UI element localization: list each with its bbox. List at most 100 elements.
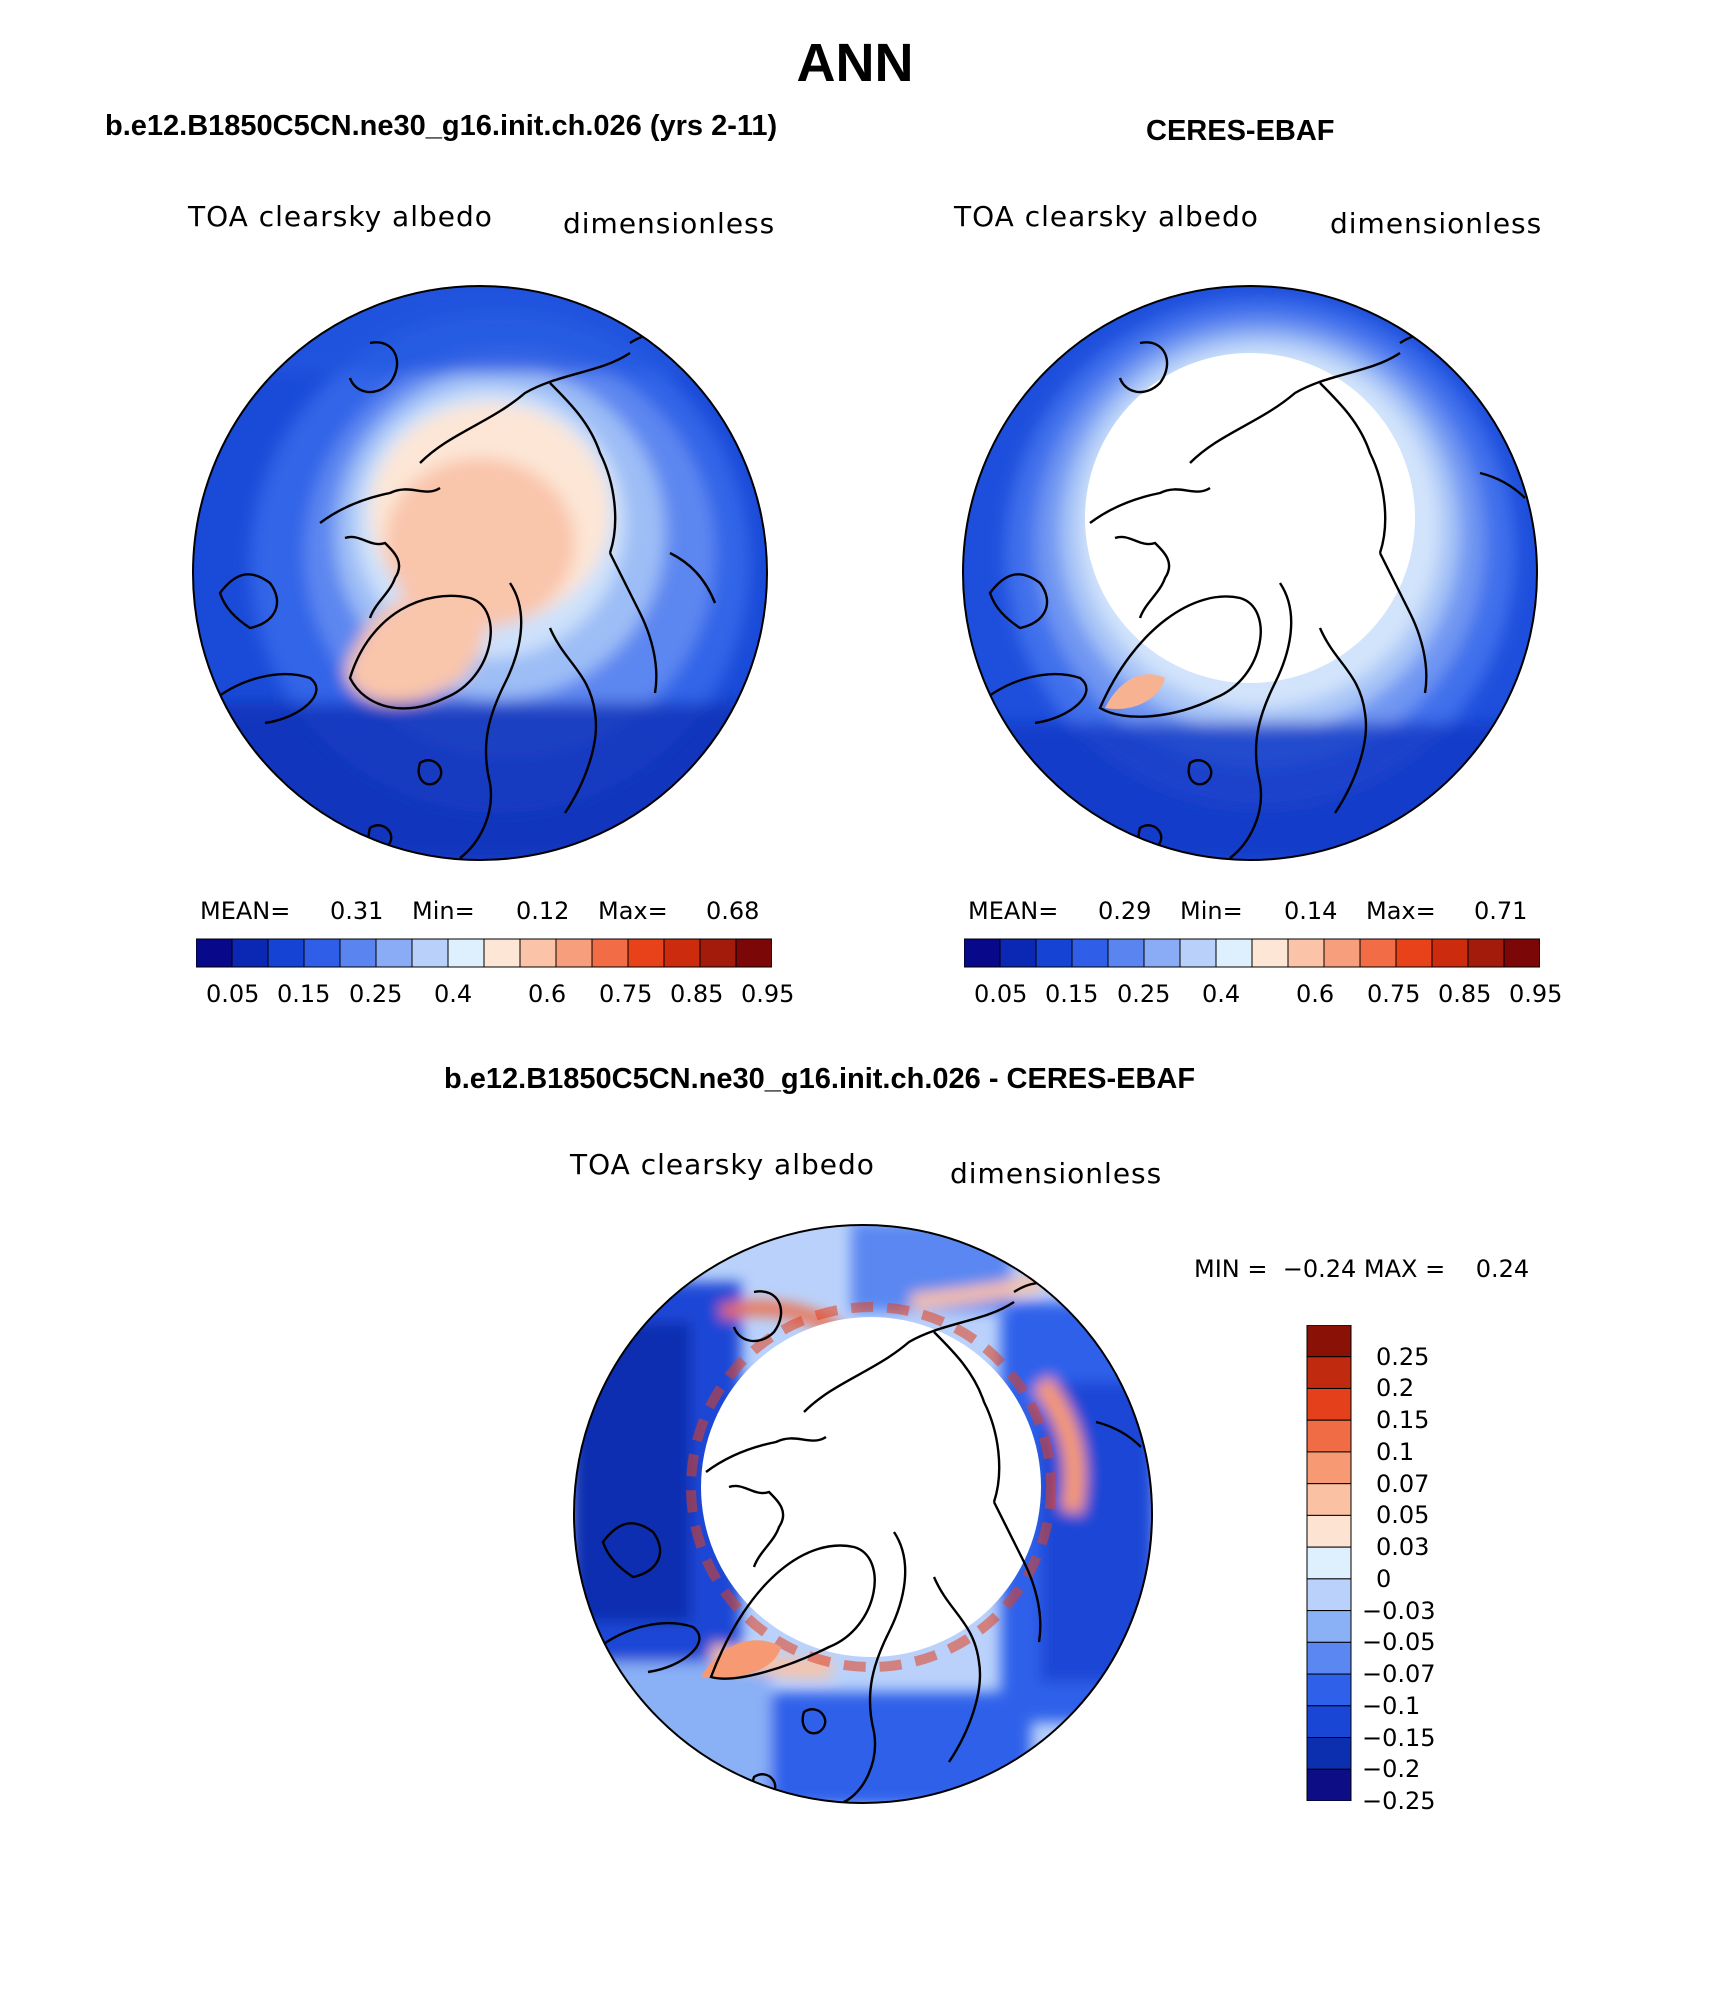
panel1-colorbar	[196, 938, 772, 968]
panel1-mean-label: MEAN=	[200, 897, 291, 925]
panel1-mean-value: 0.31	[330, 897, 384, 925]
colorbar-box	[1215, 938, 1253, 968]
colorbar-tick-label: 0.95	[741, 980, 795, 1008]
colorbar-tick-label: 0.6	[1296, 980, 1335, 1008]
colorbar-box	[555, 938, 593, 968]
colorbar-tick-label: 0.4	[434, 980, 473, 1008]
colorbar-box	[411, 938, 449, 968]
colorbar-box	[699, 938, 737, 968]
colorbar-box	[1306, 1483, 1352, 1516]
panel2-title: CERES-EBAF	[1146, 115, 1335, 147]
panel1-title: b.e12.B1850C5CN.ne30_g16.init.ch.026 (yr…	[105, 110, 778, 142]
colorbar-tick-label: −0.25	[1362, 1787, 1436, 1815]
panel2-mean-value: 0.29	[1098, 897, 1152, 925]
colorbar-box	[483, 938, 521, 968]
panel2-mean-label: MEAN=	[968, 897, 1059, 925]
panel1-min-value: 0.12	[516, 897, 570, 925]
colorbar-tick-label: 0.07	[1376, 1469, 1430, 1498]
colorbar-tick-label: 0.15	[277, 980, 331, 1008]
colorbar-box	[196, 938, 233, 968]
colorbar-box	[1306, 1641, 1352, 1675]
colorbar-box	[339, 938, 377, 968]
colorbar-box	[519, 938, 557, 968]
colorbar-box	[1467, 938, 1505, 968]
colorbar-tick-label: 0.2	[1376, 1374, 1415, 1403]
colorbar-tick-label: 0.05	[1376, 1501, 1430, 1530]
panel2-min-value: 0.14	[1284, 897, 1338, 925]
colorbar-box	[1395, 938, 1433, 968]
colorbar-box	[1251, 938, 1289, 968]
colorbar-box	[1359, 938, 1397, 968]
panel2-min-label: Min=	[1180, 897, 1243, 925]
colorbar-box	[1107, 938, 1145, 968]
colorbar-tick-label: 0.25	[349, 980, 403, 1008]
panel1-variable: TOA clearsky albedo	[188, 200, 493, 233]
colorbar-box	[1323, 938, 1361, 968]
colorbar-tick-label: 0.05	[206, 980, 260, 1008]
colorbar-box	[1306, 1356, 1352, 1389]
panel2-polar-map	[962, 285, 1538, 861]
colorbar-box	[231, 938, 269, 968]
panel3-minmax: MIN = −0.24 MAX = 0.24	[1194, 1255, 1530, 1283]
panel3-colorbar-labels: 0.25 0.2 0.15 0.1 0.07 0.05 0.03 0 −0.03 −0.05 −0.…	[1360, 1325, 1480, 1815]
colorbar-box	[303, 938, 341, 968]
panel2-units: dimensionless	[1330, 207, 1543, 240]
colorbar-box	[1306, 1419, 1352, 1453]
colorbar-box	[999, 938, 1037, 968]
colorbar-box	[1431, 938, 1469, 968]
colorbar-box	[447, 938, 485, 968]
panel1-min-label: Min=	[412, 897, 475, 925]
panel3-variable: TOA clearsky albedo	[570, 1148, 875, 1181]
colorbar-box	[1306, 1705, 1352, 1739]
colorbar-tick-label: 0.1	[1376, 1437, 1415, 1466]
panel1-units: dimensionless	[563, 207, 776, 240]
colorbar-box	[1306, 1673, 1352, 1707]
colorbar-box	[1306, 1610, 1352, 1643]
colorbar-tick-label: −0.03	[1362, 1596, 1436, 1625]
colorbar-tick-label: 0.25	[1117, 980, 1171, 1008]
colorbar-box	[1306, 1514, 1352, 1548]
colorbar-box	[1306, 1546, 1352, 1580]
colorbar-tick-label: −0.07	[1362, 1660, 1436, 1689]
colorbar-tick-label: 0.75	[599, 980, 653, 1008]
panel2-max-value: 0.71	[1474, 897, 1528, 925]
panel1-colorbar-labels: 0.05 0.15 0.25 0.4 0.6 0.75 0.85 0.95	[0, 980, 1710, 1012]
colorbar-box	[1306, 1768, 1352, 1801]
colorbar-tick-label: 0.03	[1376, 1533, 1430, 1562]
colorbar-box	[1306, 1451, 1352, 1485]
colorbar-tick-label: −0.15	[1362, 1723, 1436, 1752]
colorbar-tick-label: 0.75	[1367, 980, 1421, 1008]
colorbar-box	[267, 938, 305, 968]
panel3-polar-map	[573, 1224, 1153, 1804]
colorbar-tick-label: 0.85	[1438, 980, 1492, 1008]
colorbar-tick-label: 0.15	[1045, 980, 1099, 1008]
panel2-max-label: Max=	[1366, 897, 1436, 925]
panel3-colorbar	[1306, 1325, 1352, 1801]
colorbar-tick-label: −0.1	[1362, 1691, 1421, 1720]
colorbar-tick-label: 0.25	[1376, 1342, 1430, 1371]
colorbar-box	[1503, 938, 1540, 968]
colorbar-tick-label: 0.95	[1509, 980, 1563, 1008]
colorbar-box	[1306, 1578, 1352, 1612]
colorbar-tick-label: 0.15	[1376, 1406, 1430, 1435]
colorbar-tick-label: 0.4	[1202, 980, 1241, 1008]
colorbar-box	[663, 938, 701, 968]
panel2-colorbar-labels: 0.05 0.15 0.25 0.4 0.6 0.75 0.85 0.95	[0, 980, 1710, 1012]
panel2-variable: TOA clearsky albedo	[954, 200, 1259, 233]
panel3-units: dimensionless	[950, 1157, 1163, 1190]
colorbar-box	[964, 938, 1001, 968]
colorbar-box	[1143, 938, 1181, 968]
colorbar-box	[375, 938, 413, 968]
colorbar-box	[627, 938, 665, 968]
colorbar-tick-label: 0.05	[974, 980, 1028, 1008]
colorbar-tick-label: −0.05	[1362, 1628, 1436, 1657]
colorbar-box	[1306, 1737, 1352, 1770]
panel1-max-label: Max=	[598, 897, 668, 925]
colorbar-tick-label: 0.85	[670, 980, 724, 1008]
colorbar-box	[1287, 938, 1325, 968]
colorbar-box	[735, 938, 772, 968]
colorbar-box	[1035, 938, 1073, 968]
colorbar-tick-label: 0	[1376, 1564, 1392, 1593]
colorbar-box	[1306, 1387, 1352, 1421]
colorbar-box	[1179, 938, 1217, 968]
